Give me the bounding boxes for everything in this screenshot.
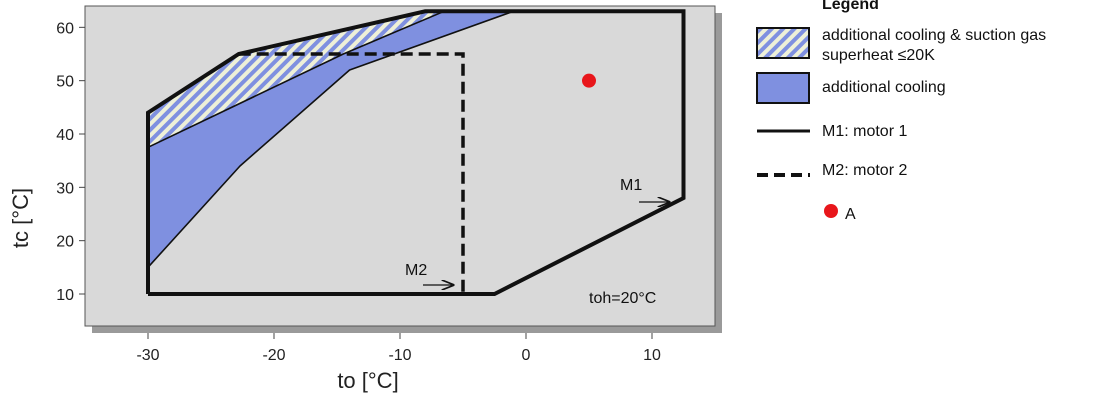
- area-additional-cooling: [147, 10, 515, 269]
- annotation-m2: M2: [405, 262, 427, 279]
- x-tick-label: 10: [643, 347, 661, 364]
- plot-frame: [84, 5, 722, 333]
- legend-label-hatched-1: additional cooling & suction gas: [822, 27, 1046, 44]
- x-tick-label: -10: [388, 347, 411, 364]
- envelope-lines: [146, 9, 686, 296]
- legend-label-m2: M2: motor 2: [822, 162, 907, 179]
- y-tick-label: 20: [56, 234, 74, 251]
- axis-ticks: -30 -20 -10 0 10 10 20 30 40 50 60: [56, 20, 661, 364]
- annotation-toh: toh=20°C: [589, 290, 656, 307]
- legend-marker-a: [824, 204, 838, 218]
- legend-label-a: A: [845, 206, 856, 223]
- legend-label-additional-cooling: additional cooling: [822, 79, 946, 96]
- line-m1-envelope: [146, 9, 686, 296]
- annotation-m1: M1: [620, 177, 642, 194]
- legend-label-m1: M1: motor 1: [822, 123, 907, 140]
- line-m2-envelope: [238, 52, 465, 294]
- legend-title: Legend: [822, 0, 879, 13]
- y-tick-label: 60: [56, 20, 74, 37]
- shaded-areas: [147, 10, 515, 269]
- data-points: [582, 73, 596, 88]
- y-tick-label: 10: [56, 287, 74, 304]
- y-tick-label: 30: [56, 180, 74, 197]
- y-axis-title: tc [°C]: [8, 188, 33, 248]
- legend-swatch-additional-cooling: [756, 72, 810, 104]
- x-tick-label: 0: [522, 347, 531, 364]
- annotations: M1 M2 toh=20°C: [405, 177, 669, 307]
- legend-label-hatched-2: superheat ≤20K: [822, 47, 935, 64]
- x-axis-title: to [°C]: [337, 368, 398, 393]
- y-tick-label: 50: [56, 74, 74, 91]
- point-a: [582, 73, 596, 88]
- y-tick-label: 40: [56, 127, 74, 144]
- x-tick-label: -30: [136, 347, 159, 364]
- legend: Legend additional cooling & suction gas …: [756, 0, 1046, 223]
- legend-swatch-hatched: [756, 27, 810, 59]
- x-tick-label: -20: [262, 347, 285, 364]
